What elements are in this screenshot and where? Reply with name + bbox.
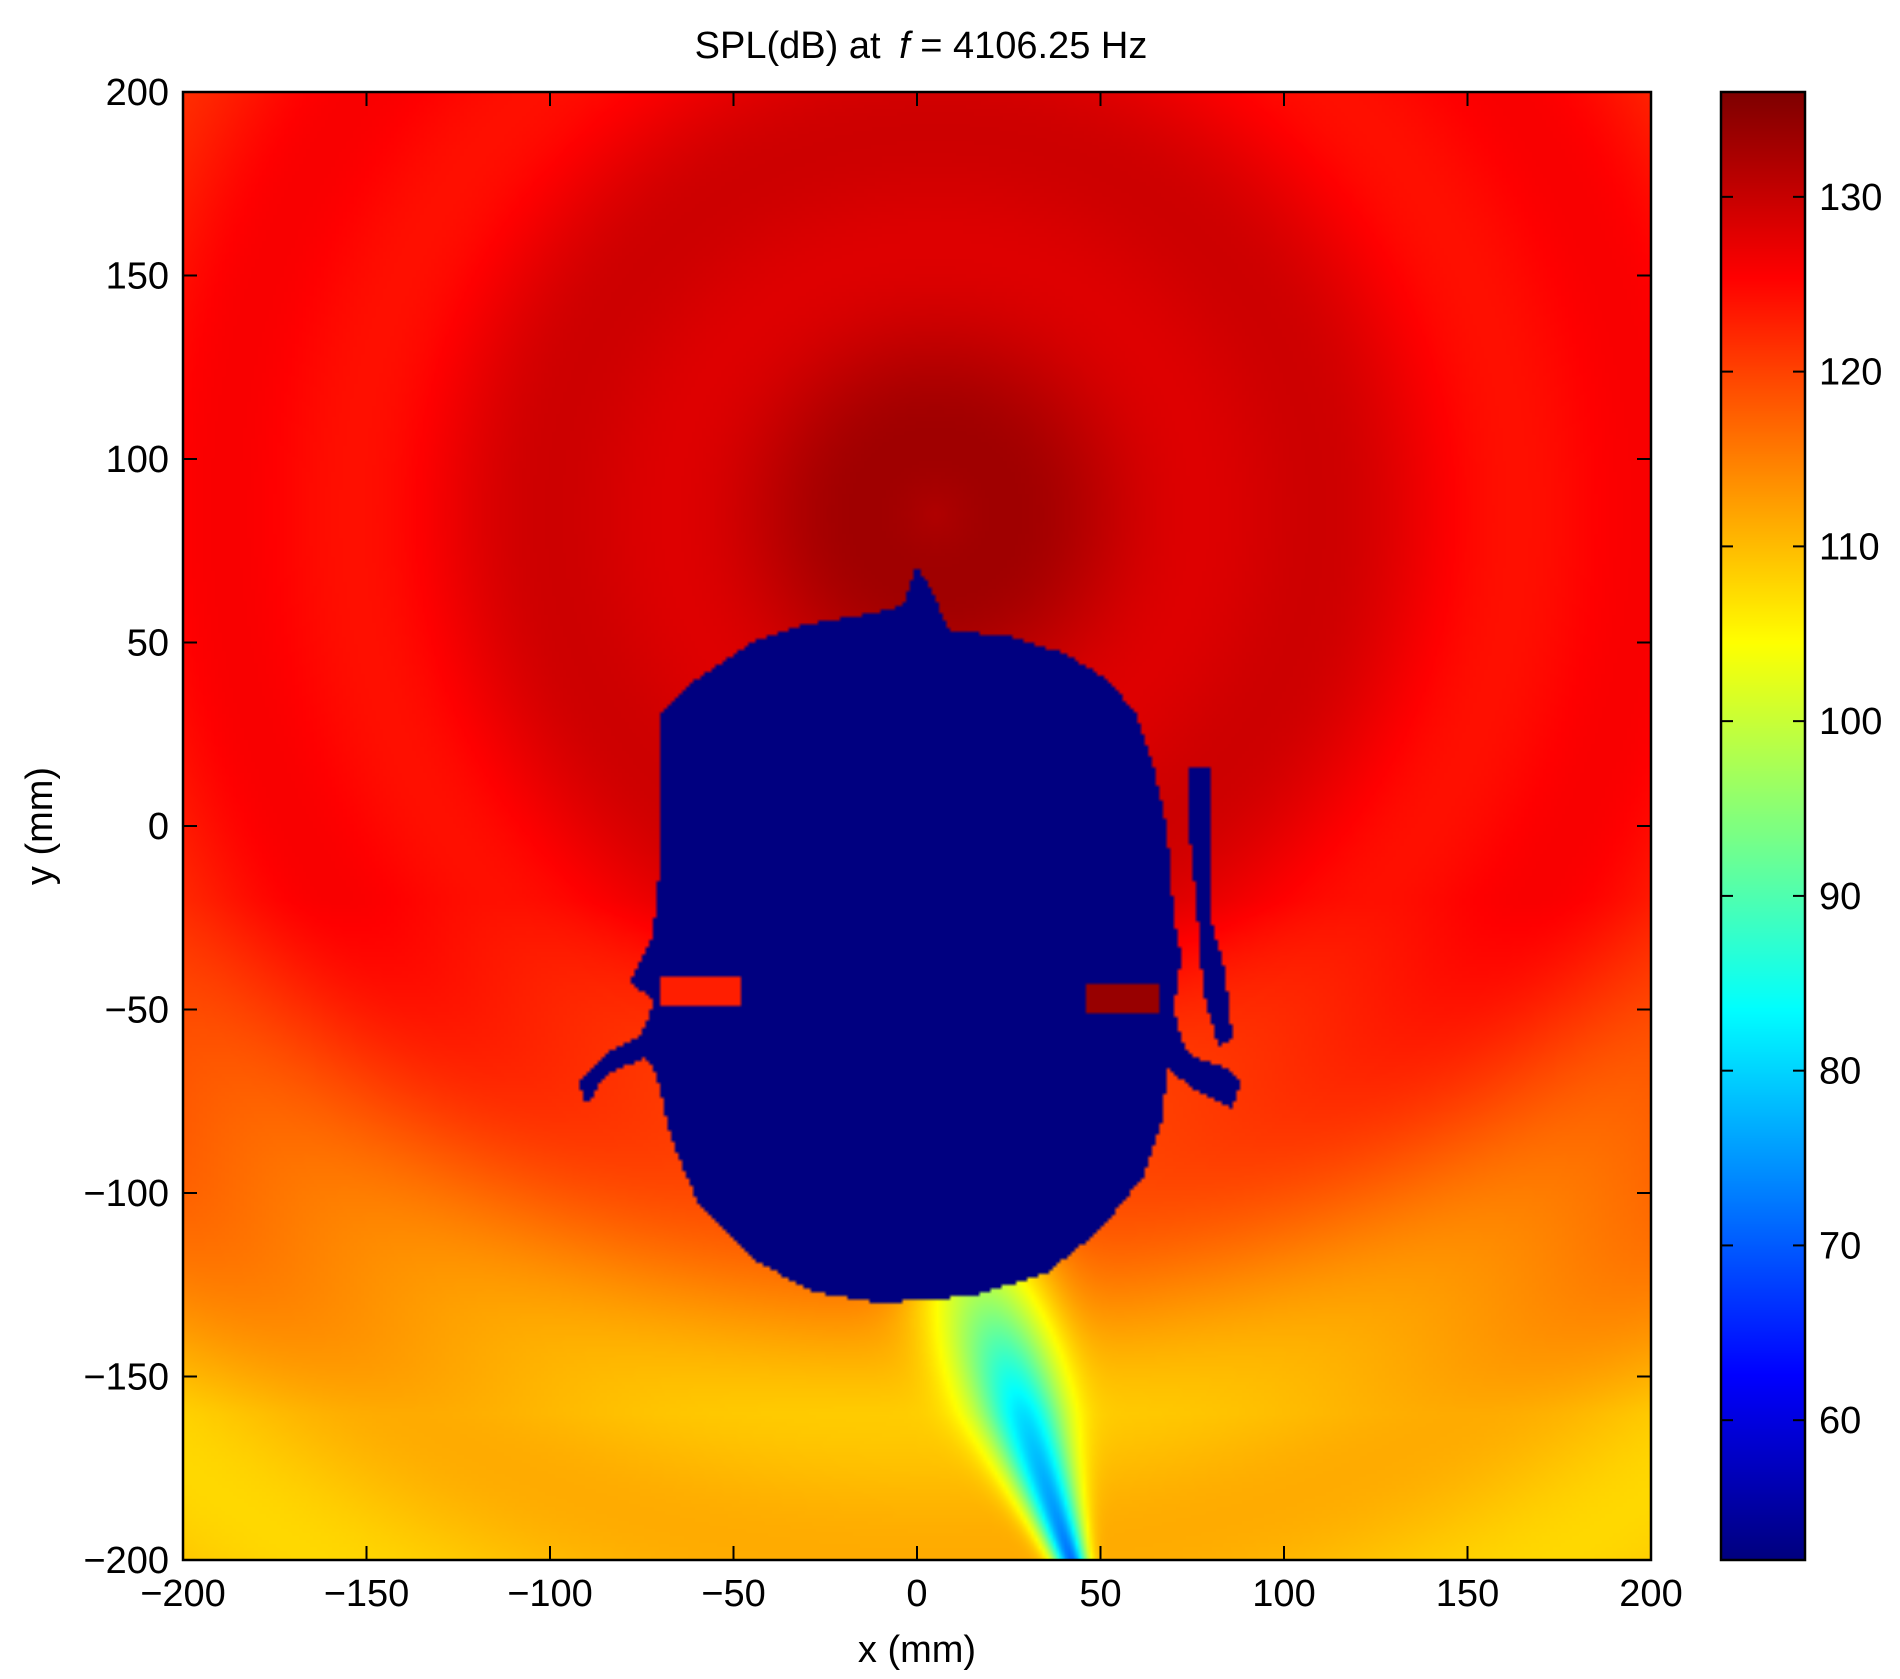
colorbar-tick-label: 130 [1819, 177, 1882, 219]
x-tick-label: 0 [906, 1573, 927, 1615]
title-suffix: = 4106.25 Hz [910, 25, 1148, 67]
x-tick-label: −100 [507, 1573, 593, 1615]
x-axis: −200 −150 −100 −50 0 50 100 150 200 [140, 92, 1683, 1615]
x-tick-label: −150 [324, 1573, 410, 1615]
x-tick-label: −50 [701, 1573, 765, 1615]
x-tick-label: −200 [140, 1573, 226, 1615]
colorbar-gradient [1721, 92, 1805, 1560]
y-tick-label: −150 [83, 1357, 169, 1399]
x-tick-label: 150 [1436, 1573, 1499, 1615]
y-axis-label: y (mm) [19, 767, 61, 885]
title-variable: f [899, 25, 913, 67]
x-axis-label: x (mm) [858, 1629, 976, 1671]
y-axis: −200 −150 −100 −50 0 50 100 150 200 [83, 72, 1651, 1582]
heatmap-field [183, 92, 1651, 1560]
colorbar-tick-label: 60 [1819, 1400, 1861, 1442]
colorbar-tick-label: 110 [1819, 526, 1880, 568]
colorbar-tick-label: 100 [1819, 701, 1882, 743]
x-tick-label: 50 [1079, 1573, 1121, 1615]
y-tick-label: −200 [83, 1540, 169, 1582]
colorbar-tick-label: 80 [1819, 1051, 1861, 1093]
colorbar-tick-label: 120 [1819, 352, 1882, 394]
y-tick-label: −50 [105, 990, 169, 1032]
y-tick-label: 200 [106, 72, 169, 114]
title-prefix: SPL(dB) at [695, 25, 891, 67]
colorbar-axis: 60 70 80 90 100 110 120 130 [1721, 177, 1882, 1442]
colorbar-tick-label: 70 [1819, 1225, 1861, 1267]
y-tick-label: −100 [83, 1173, 169, 1215]
colorbar-tick-label: 90 [1819, 876, 1861, 918]
x-tick-label: 100 [1252, 1573, 1315, 1615]
colorbar-frame [1719, 90, 1807, 1562]
chart-title: SPL(dB) at f = 4106.25 Hz [695, 25, 1148, 67]
y-tick-label: 150 [106, 256, 169, 298]
y-tick-label: 50 [127, 623, 169, 665]
x-tick-label: 200 [1619, 1573, 1682, 1615]
y-tick-label: 100 [106, 439, 169, 481]
y-tick-label: 0 [148, 806, 169, 848]
